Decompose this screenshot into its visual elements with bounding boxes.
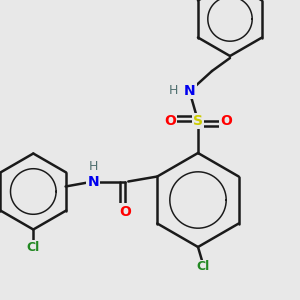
Text: H: H <box>168 85 178 98</box>
Text: S: S <box>193 114 203 128</box>
Text: O: O <box>220 114 232 128</box>
Text: O: O <box>119 205 131 218</box>
Text: N: N <box>184 84 196 98</box>
Text: Cl: Cl <box>27 241 40 254</box>
Text: Cl: Cl <box>196 260 210 274</box>
Text: O: O <box>164 114 176 128</box>
Text: H: H <box>88 160 98 173</box>
Text: N: N <box>88 175 99 188</box>
